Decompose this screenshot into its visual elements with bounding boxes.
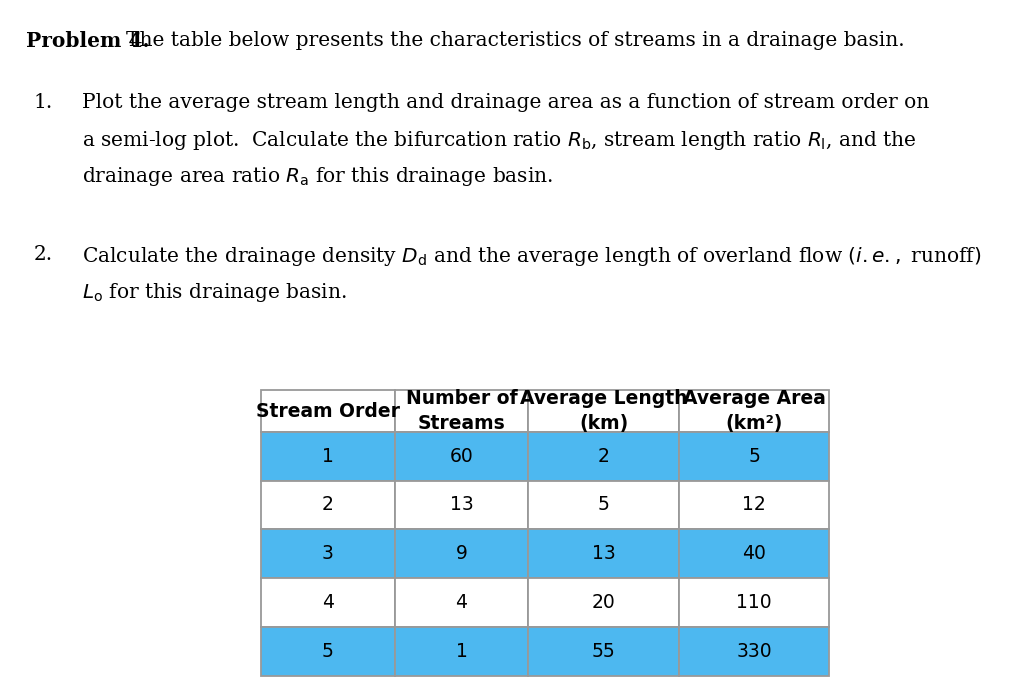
Text: 2: 2	[322, 495, 334, 515]
FancyBboxPatch shape	[261, 432, 394, 481]
FancyBboxPatch shape	[394, 578, 528, 627]
FancyBboxPatch shape	[528, 529, 679, 578]
Text: 40: 40	[742, 545, 766, 563]
Text: 110: 110	[736, 593, 772, 612]
Text: 4: 4	[456, 593, 467, 612]
FancyBboxPatch shape	[394, 529, 528, 578]
FancyBboxPatch shape	[528, 432, 679, 481]
Text: 13: 13	[592, 545, 615, 563]
Text: $L_\mathrm{o}$ for this drainage basin.: $L_\mathrm{o}$ for this drainage basin.	[82, 281, 347, 304]
FancyBboxPatch shape	[679, 627, 829, 676]
FancyBboxPatch shape	[261, 529, 394, 578]
Text: 2: 2	[598, 446, 609, 466]
Text: 20: 20	[592, 593, 615, 612]
Text: 12: 12	[742, 495, 766, 515]
Text: drainage area ratio $R_\mathrm{a}$ for this drainage basin.: drainage area ratio $R_\mathrm{a}$ for t…	[82, 165, 553, 188]
Text: 9: 9	[456, 545, 467, 563]
Text: Number of
Streams: Number of Streams	[406, 390, 517, 433]
Text: a semi-log plot.  Calculate the bifurcation ratio $R_\mathrm{b}$, stream length : a semi-log plot. Calculate the bifurcati…	[82, 129, 916, 152]
FancyBboxPatch shape	[679, 578, 829, 627]
Text: 1: 1	[322, 446, 334, 466]
Text: 5: 5	[598, 495, 609, 515]
FancyBboxPatch shape	[679, 432, 829, 481]
Text: 5: 5	[749, 446, 760, 466]
Text: 1.: 1.	[34, 93, 53, 112]
FancyBboxPatch shape	[528, 390, 679, 432]
Text: 4: 4	[322, 593, 334, 612]
FancyBboxPatch shape	[528, 481, 679, 529]
FancyBboxPatch shape	[394, 432, 528, 481]
FancyBboxPatch shape	[528, 578, 679, 627]
FancyBboxPatch shape	[261, 390, 394, 432]
FancyBboxPatch shape	[394, 627, 528, 676]
Text: Average Area
(km²): Average Area (km²)	[683, 390, 825, 433]
Text: 5: 5	[322, 642, 334, 661]
Text: 13: 13	[450, 495, 473, 515]
Text: 60: 60	[450, 446, 473, 466]
FancyBboxPatch shape	[394, 481, 528, 529]
Text: 1: 1	[456, 642, 467, 661]
FancyBboxPatch shape	[679, 390, 829, 432]
FancyBboxPatch shape	[679, 529, 829, 578]
Text: 3: 3	[322, 545, 334, 563]
FancyBboxPatch shape	[679, 481, 829, 529]
Text: 330: 330	[736, 642, 772, 661]
FancyBboxPatch shape	[528, 627, 679, 676]
Text: 55: 55	[592, 642, 615, 661]
FancyBboxPatch shape	[394, 390, 528, 432]
Text: 2.: 2.	[34, 245, 53, 264]
Text: Calculate the drainage density $D_\mathrm{d}$ and the average length of overland: Calculate the drainage density $D_\mathr…	[82, 245, 981, 268]
Text: Plot the average stream length and drainage area as a function of stream order o: Plot the average stream length and drain…	[82, 93, 929, 112]
Text: The table below presents the characteristics of streams in a drainage basin.: The table below presents the characteris…	[126, 31, 904, 50]
Text: Average Length
(km): Average Length (km)	[520, 390, 687, 433]
FancyBboxPatch shape	[261, 578, 394, 627]
Text: Problem 4.: Problem 4.	[26, 31, 150, 51]
FancyBboxPatch shape	[261, 481, 394, 529]
FancyBboxPatch shape	[261, 627, 394, 676]
Text: Stream Order: Stream Order	[256, 401, 400, 421]
